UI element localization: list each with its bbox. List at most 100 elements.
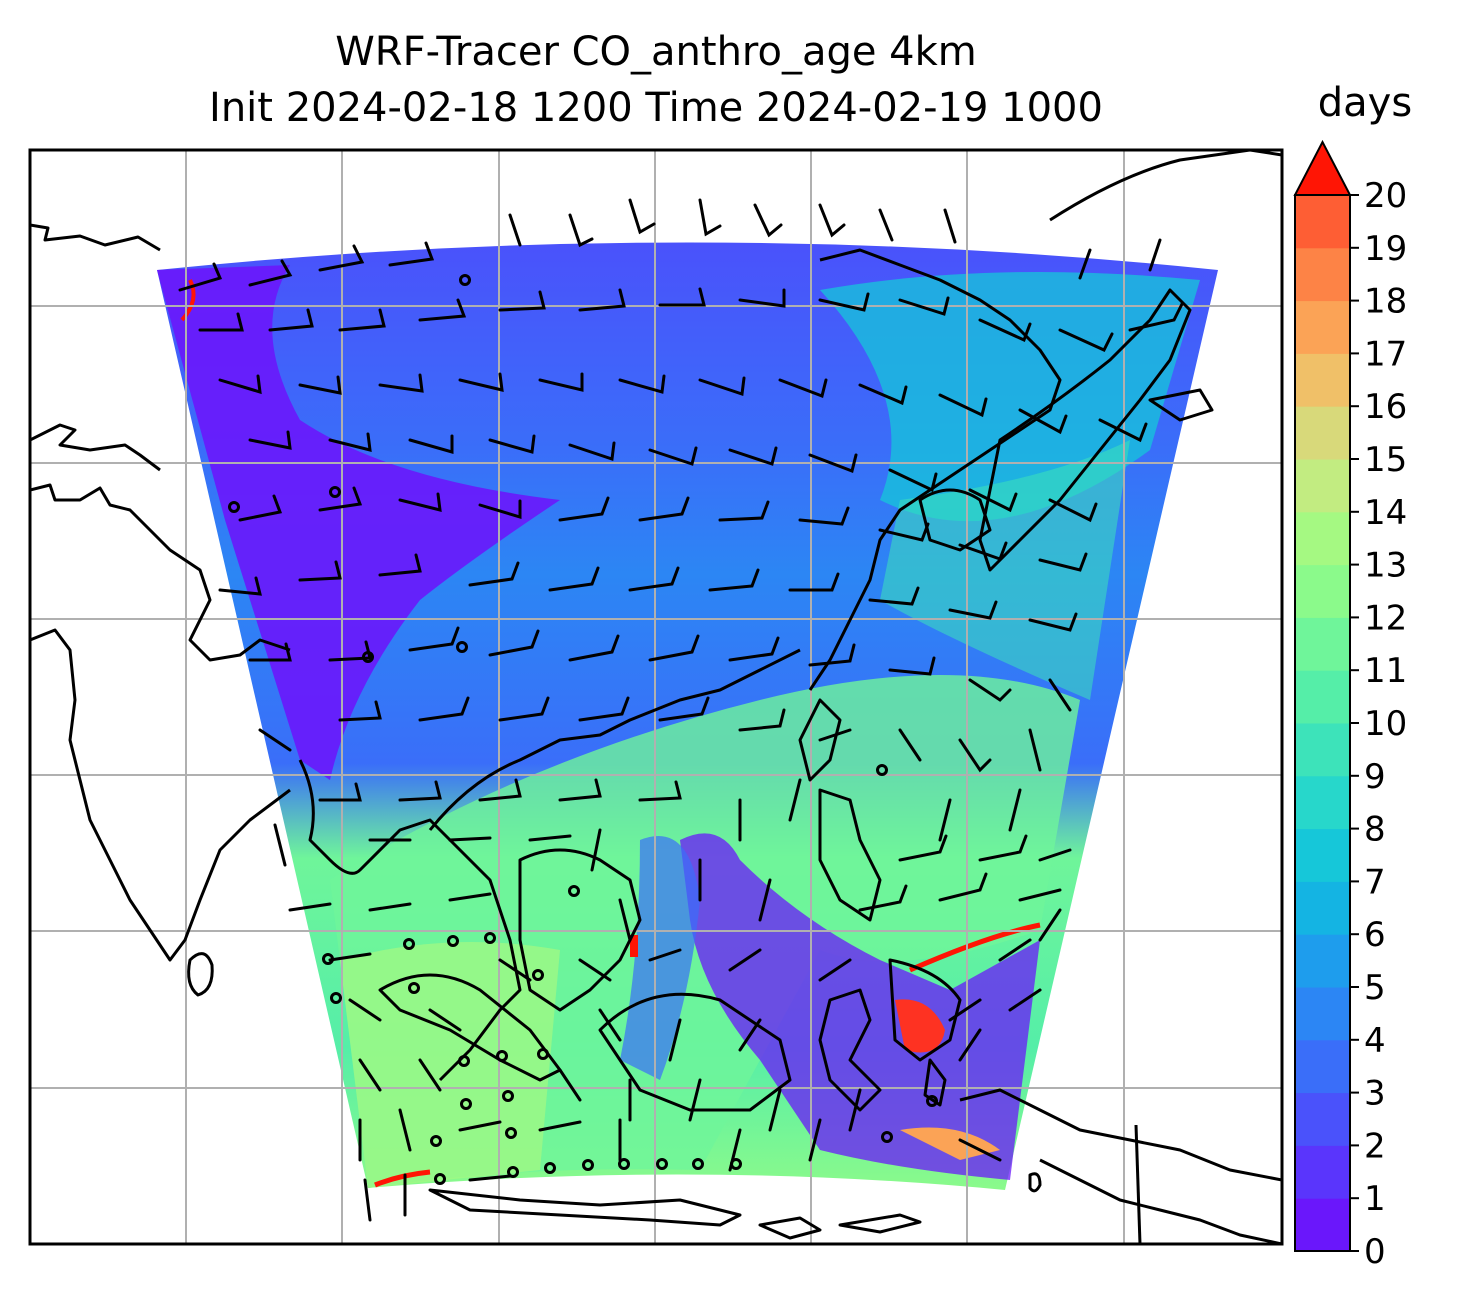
colorbar-tick-label: 17 <box>1364 334 1407 374</box>
wind-barb <box>878 522 930 542</box>
wind-barb <box>658 696 710 722</box>
calm-wind-marker <box>876 764 888 776</box>
wind-barb <box>788 572 840 592</box>
wind-barb <box>1048 498 1098 523</box>
wind-barb <box>1038 552 1088 572</box>
boundary-new-guinea <box>1134 1124 1142 1244</box>
wind-barb <box>528 834 572 842</box>
wind-barb <box>728 446 778 466</box>
wind-barb <box>968 488 1018 513</box>
wind-barb <box>818 292 870 312</box>
wind-barb <box>398 780 442 802</box>
wind-barb <box>368 902 412 912</box>
wind-barb-row <box>348 988 1042 1062</box>
wind-barbs <box>178 198 1184 1222</box>
calm-wind-marker <box>881 1131 893 1143</box>
wind-barb <box>948 998 982 1022</box>
wind-barb <box>538 1120 582 1132</box>
wind-barb <box>968 678 1012 702</box>
wind-barb <box>618 374 666 394</box>
calm-wind-marker <box>496 1050 508 1062</box>
calm-wind-marker <box>403 938 415 950</box>
colorbar-segment <box>1295 934 1350 988</box>
calm-wind-marker <box>507 1166 519 1178</box>
wind-barb <box>618 898 632 942</box>
wind-barb <box>558 1068 582 1102</box>
wind-barb <box>388 241 435 267</box>
wind-barb-row <box>248 626 1072 712</box>
wind-barb <box>408 626 460 652</box>
colorbar-segment <box>1295 617 1350 671</box>
wind-barb <box>1018 408 1068 435</box>
wind-barb <box>728 636 780 662</box>
wind-barb-row <box>318 778 1022 842</box>
colorbar-tick-label: 18 <box>1364 282 1407 322</box>
wind-barb <box>578 288 626 312</box>
wind-barb <box>1048 678 1072 712</box>
coastline-indochina-south <box>518 848 642 1012</box>
colorbar-segment <box>1295 300 1350 354</box>
wind-barb <box>258 728 292 752</box>
wind-barb <box>248 259 293 287</box>
coastline-caspian-region <box>30 423 161 472</box>
calm-wind-marker <box>926 1095 938 1107</box>
coastline-island <box>1028 1172 1042 1193</box>
wind-barb <box>1098 418 1148 443</box>
colorbar-segment <box>1295 775 1350 830</box>
wind-barb <box>753 203 783 238</box>
wind-barb-row <box>218 553 1078 632</box>
wind-barb <box>958 1028 982 1062</box>
coastline-lesser-sunda-2 <box>838 1213 922 1234</box>
wind-barb <box>808 453 858 474</box>
calm-wind-marker <box>730 1158 742 1170</box>
wind-barb <box>778 378 828 399</box>
wind-barb <box>898 728 922 762</box>
gridlines <box>30 150 1282 1244</box>
wind-barb <box>738 1018 762 1052</box>
wind-barb <box>1078 248 1092 280</box>
wind-barb <box>1058 328 1114 352</box>
coastline-korea-china-east <box>808 248 1062 691</box>
wind-barb <box>858 383 908 406</box>
wind-barb <box>458 372 504 392</box>
coastline-india <box>30 628 291 962</box>
calm-wind-marker <box>362 651 374 663</box>
wind-barb <box>1038 908 1062 942</box>
colorbar-segments <box>1295 195 1350 1252</box>
wind-barb-row <box>328 908 1062 982</box>
coastline-taiwan <box>798 698 842 782</box>
calm-wind-marker <box>537 1048 549 1060</box>
wind-barb <box>818 958 852 982</box>
old-air-edge-sw <box>374 1169 431 1188</box>
calm-wind-marker <box>322 953 334 965</box>
wind-barb <box>348 998 382 1022</box>
coastline-sulawesi <box>818 988 882 1112</box>
calm-wind-marker <box>544 1162 556 1174</box>
wind-barb <box>568 441 616 462</box>
wind-barb <box>398 492 442 512</box>
calm-wind-marker <box>532 969 544 981</box>
wind-barb <box>408 434 454 454</box>
wind-barb <box>638 496 690 522</box>
wind-barb <box>468 561 520 587</box>
wind-barb-row <box>178 198 1162 292</box>
wind-barb <box>958 738 992 773</box>
colorbar-tick-label: 4 <box>1364 1021 1386 1061</box>
wind-barb <box>938 393 988 418</box>
colorbar-tick-label: 11 <box>1364 651 1407 691</box>
wind-barb <box>508 213 522 247</box>
colorbar-segment <box>1295 987 1350 1041</box>
colorbar-segment <box>1295 1092 1350 1146</box>
colorbar-segment <box>1295 564 1350 618</box>
wind-barb <box>998 938 1032 962</box>
wind-barb <box>978 318 1032 343</box>
colorbar-segment <box>1295 881 1350 935</box>
coastline-new-guinea-north <box>959 1088 1282 1182</box>
wind-barb <box>738 708 786 732</box>
coastline-sumatra <box>378 973 562 1082</box>
coastline-hokkaido <box>1148 388 1214 422</box>
wind-barb <box>318 486 363 512</box>
